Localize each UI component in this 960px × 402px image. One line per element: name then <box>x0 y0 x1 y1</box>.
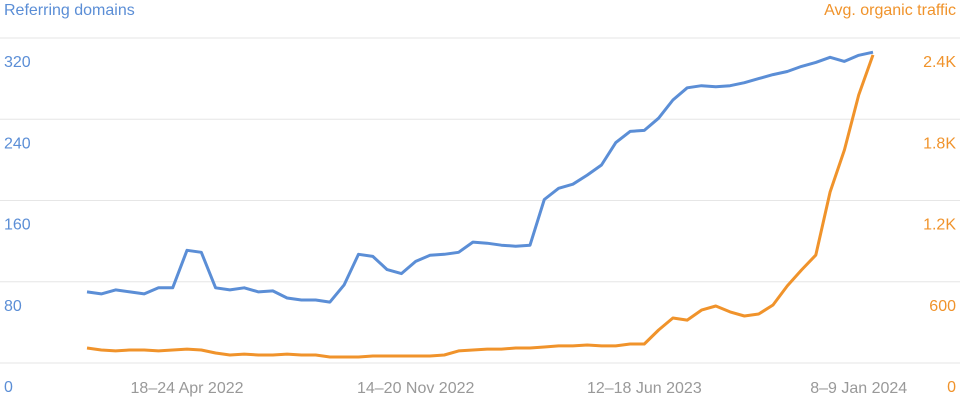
y2-tick-label: 0 <box>947 379 956 396</box>
y-tick-label: 240 <box>4 135 31 152</box>
x-tick-label: 14–20 Nov 2022 <box>357 380 475 397</box>
series-line <box>86 54 875 359</box>
x-tick-label: 12–18 Jun 2023 <box>587 380 702 397</box>
y-tick-label: 0 <box>4 379 13 396</box>
x-tick-label: 8–9 Jan 2024 <box>810 380 907 397</box>
y2-tick-label: 2.4K <box>923 54 956 71</box>
y-tick-label: 320 <box>4 54 31 71</box>
y-tick-label: 80 <box>4 298 22 315</box>
series-line <box>86 50 874 304</box>
y-axis-title: Referring domains <box>4 2 135 19</box>
y2-tick-label: 600 <box>929 298 956 315</box>
x-tick-label: 18–24 Apr 2022 <box>131 380 244 397</box>
y-tick-label: 160 <box>4 217 31 234</box>
y2-tick-label: 1.2K <box>923 217 956 234</box>
y2-axis-title: Avg. organic traffic <box>824 2 956 19</box>
y2-tick-label: 1.8K <box>923 135 956 152</box>
